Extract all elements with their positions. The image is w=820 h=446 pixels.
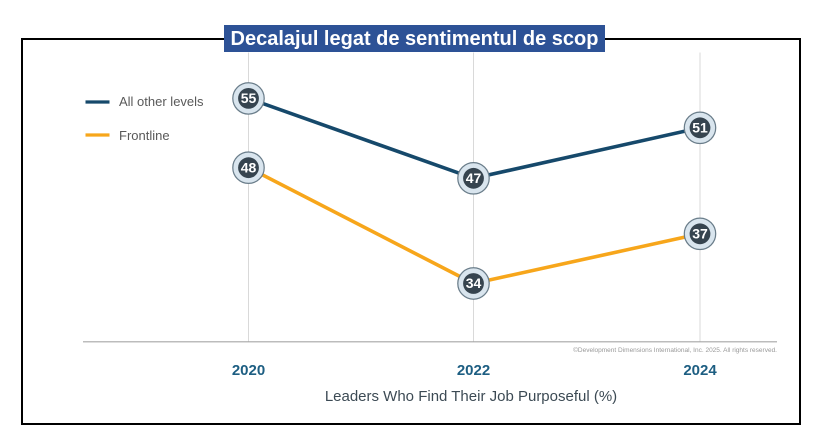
svg-text:55: 55 [241, 90, 257, 106]
svg-text:37: 37 [692, 225, 708, 241]
svg-text:47: 47 [466, 170, 482, 186]
svg-text:51: 51 [692, 119, 708, 135]
svg-text:48: 48 [241, 159, 257, 175]
svg-text:34: 34 [466, 275, 482, 291]
